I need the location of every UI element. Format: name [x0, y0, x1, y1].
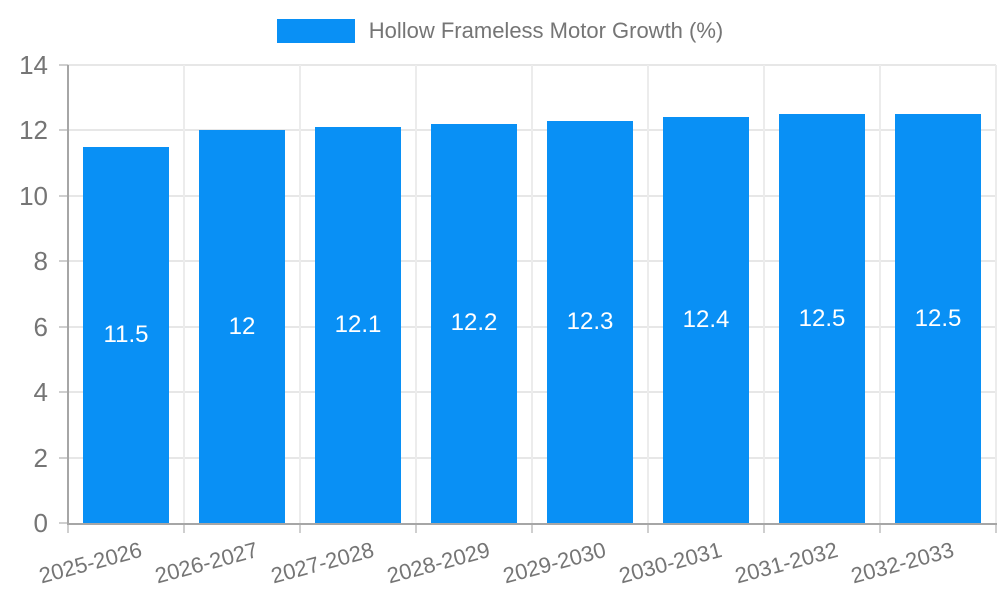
y-tick-label: 2 — [33, 443, 48, 473]
bar — [431, 124, 517, 523]
bar-value-label: 12.2 — [450, 309, 498, 336]
gridline-vertical — [415, 65, 417, 523]
bar-value-label: 12.1 — [334, 311, 382, 338]
bar-value-label: 12.3 — [566, 308, 614, 335]
x-tick-mark — [995, 523, 997, 533]
x-tick-mark — [879, 523, 881, 533]
gridline-vertical — [763, 65, 765, 523]
y-tick-mark — [59, 129, 68, 131]
x-tick-mark — [763, 523, 765, 533]
x-tick-mark — [299, 523, 301, 533]
bar — [779, 114, 865, 523]
y-tick-mark — [59, 64, 68, 66]
legend-swatch — [276, 19, 355, 43]
bar — [199, 130, 285, 523]
gridline-vertical — [995, 65, 997, 523]
legend-label: Hollow Frameless Motor Growth (%) — [368, 18, 724, 43]
x-axis-line — [67, 523, 997, 525]
y-tick-label: 0 — [33, 508, 48, 538]
bar — [895, 114, 981, 523]
bar — [83, 147, 169, 523]
y-tick-mark — [59, 195, 68, 197]
gridline-vertical — [647, 65, 649, 523]
y-axis-line — [67, 65, 69, 525]
y-tick-mark — [59, 391, 68, 393]
bar — [315, 127, 401, 523]
bar — [547, 121, 633, 523]
y-tick-label: 14 — [19, 50, 48, 80]
gridline-vertical — [299, 65, 301, 523]
y-tick-label: 4 — [33, 377, 48, 407]
bar-value-label: 11.5 — [103, 321, 149, 348]
bar-value-label: 12.5 — [914, 305, 962, 332]
y-tick-mark — [59, 260, 68, 262]
x-tick-mark — [531, 523, 533, 533]
y-tick-label: 6 — [33, 312, 48, 342]
bar-value-label: 12.5 — [798, 305, 846, 332]
bar-value-label: 12.4 — [682, 306, 730, 333]
x-tick-mark — [647, 523, 649, 533]
legend: Hollow Frameless Motor Growth (%) — [0, 18, 1000, 44]
y-tick-label: 10 — [19, 181, 48, 211]
bar — [663, 117, 749, 523]
y-tick-label: 12 — [19, 115, 48, 145]
bar-value-label: 12 — [228, 313, 256, 340]
x-tick-mark — [67, 523, 69, 533]
y-tick-label: 8 — [33, 246, 48, 276]
x-tick-mark — [183, 523, 185, 533]
gridline-vertical — [183, 65, 185, 523]
x-tick-mark — [415, 523, 417, 533]
gridline-vertical — [531, 65, 533, 523]
y-tick-mark — [59, 457, 68, 459]
gridline-vertical — [879, 65, 881, 523]
y-tick-mark — [59, 326, 68, 328]
y-tick-mark — [59, 522, 68, 524]
